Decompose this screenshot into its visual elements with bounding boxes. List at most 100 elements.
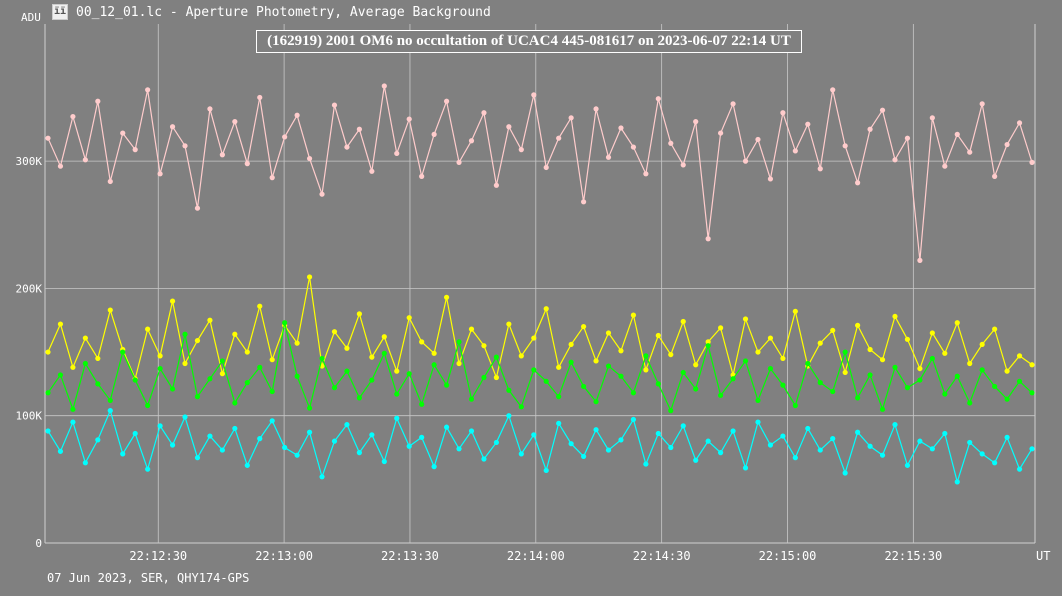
data-point-series-2 [481,374,487,381]
x-tick-label: 22:13:00 [255,549,313,563]
data-point-series-2 [132,377,138,383]
data-point-series-3 [107,408,113,414]
data-point-series-3 [967,439,973,446]
data-point-series-1 [630,312,637,318]
data-point-series-3 [742,465,749,471]
data-point-series-0 [718,130,724,136]
data-point-series-0 [568,115,574,121]
data-point-series-1 [182,360,188,367]
data-point-series-3 [842,470,848,476]
y-tick-label: 0 [35,537,42,550]
data-point-series-0 [169,124,176,130]
data-point-series-1 [232,331,238,337]
data-point-series-0 [1029,159,1035,165]
data-point-series-0 [257,94,263,101]
data-point-series-3 [730,428,736,434]
data-point-series-1 [57,321,64,327]
data-point-series-1 [780,355,786,362]
data-point-series-2 [1004,396,1010,402]
data-point-series-2 [556,394,562,400]
data-point-series-2 [95,381,101,387]
data-point-series-0 [967,149,973,155]
data-point-series-0 [879,107,886,113]
data-point-series-3 [693,457,699,463]
data-point-series-0 [693,119,699,125]
data-point-series-1 [207,317,213,323]
data-point-series-2 [294,373,300,379]
app-logo-icon[interactable]: ïï [52,4,68,20]
data-point-series-3 [718,450,724,456]
data-point-series-0 [830,87,836,93]
data-point-series-0 [755,136,761,143]
data-point-series-0 [605,154,612,160]
data-point-series-0 [95,98,101,104]
data-point-series-1 [942,350,948,356]
data-point-series-2 [431,362,437,368]
data-point-series-1 [668,351,674,358]
x-tick-label: 22:13:30 [381,549,439,563]
data-point-series-0 [1004,141,1010,148]
data-point-series-0 [244,161,250,167]
data-point-series-2 [493,354,500,360]
data-point-series-0 [867,126,873,132]
data-point-series-0 [680,162,686,168]
data-point-series-2 [207,376,213,382]
data-point-series-3 [506,413,512,419]
data-point-series-2 [855,395,861,401]
data-point-series-1 [867,346,873,353]
data-point-series-0 [979,101,985,107]
data-point-series-0 [57,163,64,169]
x-tick-label: 22:14:00 [507,549,565,563]
data-point-series-0 [468,138,475,144]
x-axis-label: UT [1036,549,1050,563]
data-point-series-3 [95,437,101,443]
data-point-series-3 [917,438,923,444]
data-point-series-1 [344,345,350,351]
data-point-series-3 [406,443,412,449]
data-point-series-3 [394,415,400,421]
data-point-series-3 [630,416,637,423]
data-point-series-0 [531,92,537,98]
data-point-series-2 [879,406,886,412]
data-point-series-3 [1016,466,1023,472]
data-point-series-2 [306,405,313,411]
data-point-series-3 [855,429,861,435]
data-point-series-1 [194,337,201,344]
data-point-series-2 [456,339,462,345]
data-point-series-2 [45,390,51,396]
data-point-series-3 [830,436,836,442]
data-point-series-2 [531,367,537,373]
data-point-series-3 [543,467,549,474]
data-point-series-0 [705,236,711,242]
data-point-series-0 [556,135,562,141]
data-point-series-0 [443,98,450,104]
data-point-series-2 [344,368,350,374]
data-point-series-2 [767,365,774,372]
data-point-series-1 [95,355,101,362]
data-point-series-2 [182,331,188,337]
data-point-series-0 [182,143,188,149]
data-point-series-1 [892,313,898,320]
data-point-series-2 [742,358,749,364]
data-point-series-1 [792,308,798,314]
data-point-series-1 [481,343,487,349]
data-point-series-1 [169,298,176,304]
data-point-series-2 [319,355,325,362]
data-point-series-0 [630,144,637,150]
data-point-series-0 [780,110,786,116]
data-point-series-3 [767,442,774,448]
data-point-series-1 [705,339,711,345]
data-point-series-2 [830,388,836,395]
data-point-series-1 [1004,368,1010,374]
y-axis-label: ADU [21,11,41,24]
data-point-series-1 [306,274,313,280]
data-point-series-2 [630,390,637,396]
data-point-series-2 [718,392,724,398]
data-point-series-2 [568,359,574,365]
data-point-series-1 [506,321,512,327]
data-point-series-3 [194,455,201,461]
data-point-series-2 [369,377,375,383]
data-point-series-1 [917,365,923,372]
data-point-series-0 [580,199,587,205]
data-point-series-0 [120,130,126,136]
